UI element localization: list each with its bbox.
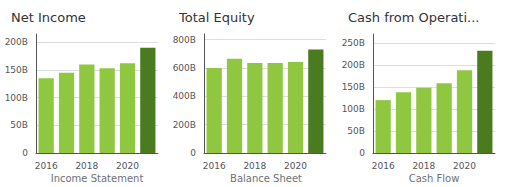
svg-text:600B: 600B bbox=[173, 63, 196, 73]
svg-text:Income Statement: Income Statement bbox=[51, 173, 144, 184]
svg-text:Total Equity: Total Equity bbox=[178, 10, 255, 25]
svg-text:0: 0 bbox=[22, 148, 28, 158]
svg-text:2020: 2020 bbox=[116, 161, 139, 171]
svg-text:2020: 2020 bbox=[453, 161, 476, 171]
svg-text:2016: 2016 bbox=[203, 161, 226, 171]
svg-text:2018: 2018 bbox=[243, 161, 266, 171]
svg-text:2018: 2018 bbox=[412, 161, 435, 171]
svg-text:800B: 800B bbox=[173, 35, 196, 45]
svg-text:200B: 200B bbox=[5, 37, 28, 47]
svg-text:150B: 150B bbox=[5, 65, 28, 75]
svg-text:400B: 400B bbox=[173, 91, 196, 101]
svg-text:2020: 2020 bbox=[284, 161, 307, 171]
svg-text:Balance Sheet: Balance Sheet bbox=[230, 173, 302, 184]
svg-text:Net Income: Net Income bbox=[11, 10, 86, 25]
svg-text:2016: 2016 bbox=[35, 161, 58, 171]
svg-text:2016: 2016 bbox=[372, 161, 395, 171]
svg-text:Cash Flow: Cash Flow bbox=[409, 173, 460, 184]
svg-text:2018: 2018 bbox=[75, 161, 98, 171]
svg-text:50B: 50B bbox=[10, 120, 28, 130]
svg-text:100B: 100B bbox=[5, 93, 28, 103]
svg-text:200B: 200B bbox=[342, 60, 365, 70]
svg-text:50B: 50B bbox=[347, 126, 365, 136]
svg-text:200B: 200B bbox=[173, 120, 196, 130]
svg-text:100B: 100B bbox=[342, 104, 365, 114]
svg-text:0: 0 bbox=[359, 148, 365, 158]
svg-text:150B: 150B bbox=[342, 82, 365, 92]
svg-text:0: 0 bbox=[190, 148, 196, 158]
svg-text:Cash from Operati...: Cash from Operati... bbox=[348, 10, 479, 25]
svg-text:250B: 250B bbox=[342, 38, 365, 48]
